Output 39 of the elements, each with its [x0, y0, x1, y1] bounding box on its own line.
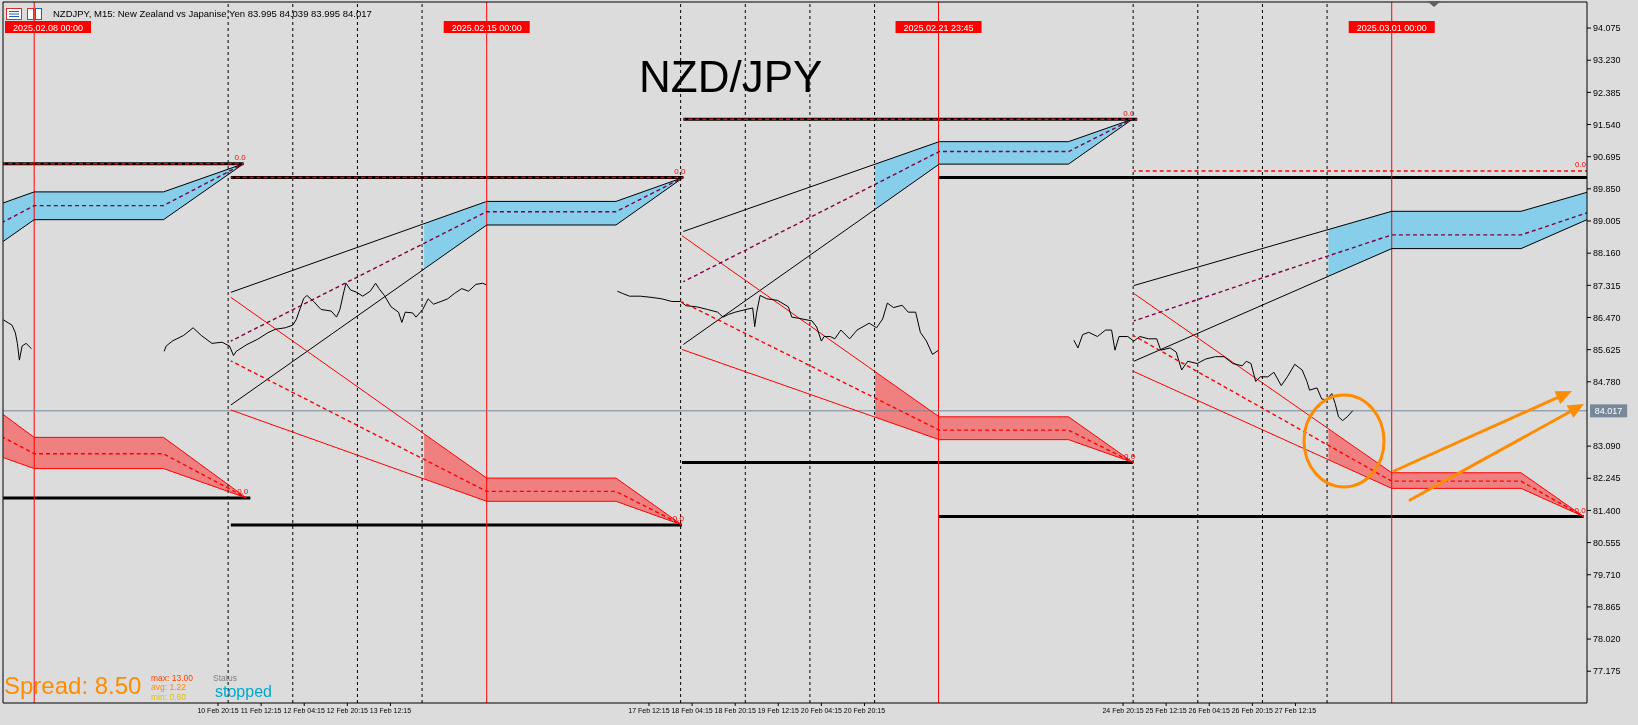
annotation: 0.0	[1123, 108, 1136, 118]
y-tick-label: 82.245	[1593, 473, 1621, 484]
annotation: 0.0	[674, 166, 686, 176]
y-tick-label: 78.865	[1593, 602, 1621, 613]
y-tick-label: 90.695	[1593, 151, 1621, 162]
text: NZDJPY, M15: New Zealand vs Japanise Yen 83.995 84.039 83.995 84.017	[53, 8, 372, 19]
annotation: avg: 1.22	[151, 682, 187, 693]
y-tick-label: 93.230	[1593, 55, 1621, 66]
annotation: 0.0	[237, 487, 249, 497]
ref-line-label: 2025.02.15 00:00	[451, 22, 522, 33]
y-tick-label: 85.625	[1593, 344, 1621, 355]
y-tick-label: 92.385	[1593, 87, 1621, 98]
y-tick-label: 89.005	[1593, 216, 1621, 227]
annotation: 0.0	[234, 153, 247, 163]
y-tick-label: 87.315	[1593, 280, 1621, 291]
y-tick-label: 86.470	[1593, 312, 1621, 323]
annotation: 0.0	[1574, 506, 1587, 516]
ref-line-label: 84.017	[1594, 406, 1623, 417]
y-tick-label: 84.780	[1593, 377, 1621, 387]
annotation: max: 13.00	[151, 672, 194, 683]
ref-line-label: 2025.02.08 00:00	[12, 22, 84, 33]
ref-line-label: 2025.02.21 23:45	[903, 22, 974, 33]
annotation: NZD/JPY	[639, 52, 823, 101]
y-tick-label: 94.075	[1593, 23, 1621, 34]
annotation: stopped	[215, 683, 272, 700]
y-tick-label: 79.710	[1593, 569, 1621, 580]
y-tick-label: 91.540	[1593, 119, 1621, 130]
y-tick-label: 81.400	[1593, 505, 1621, 516]
annotation: 0.0	[1574, 160, 1587, 170]
annotation: Status	[213, 672, 238, 683]
annotation: min: 0.60	[151, 691, 187, 702]
y-tick-label: 78.020	[1593, 634, 1621, 645]
y-tick-label: 88.160	[1593, 248, 1621, 259]
ref-line-label: 2025.03.01 00:00	[1356, 22, 1427, 33]
annotation: 0.0	[672, 514, 685, 524]
y-tick-label: 77.175	[1593, 666, 1621, 677]
y-tick-label: 89.850	[1593, 184, 1621, 195]
y-tick-label: 80.555	[1593, 537, 1621, 548]
y-tick-label: 83.090	[1593, 441, 1621, 452]
